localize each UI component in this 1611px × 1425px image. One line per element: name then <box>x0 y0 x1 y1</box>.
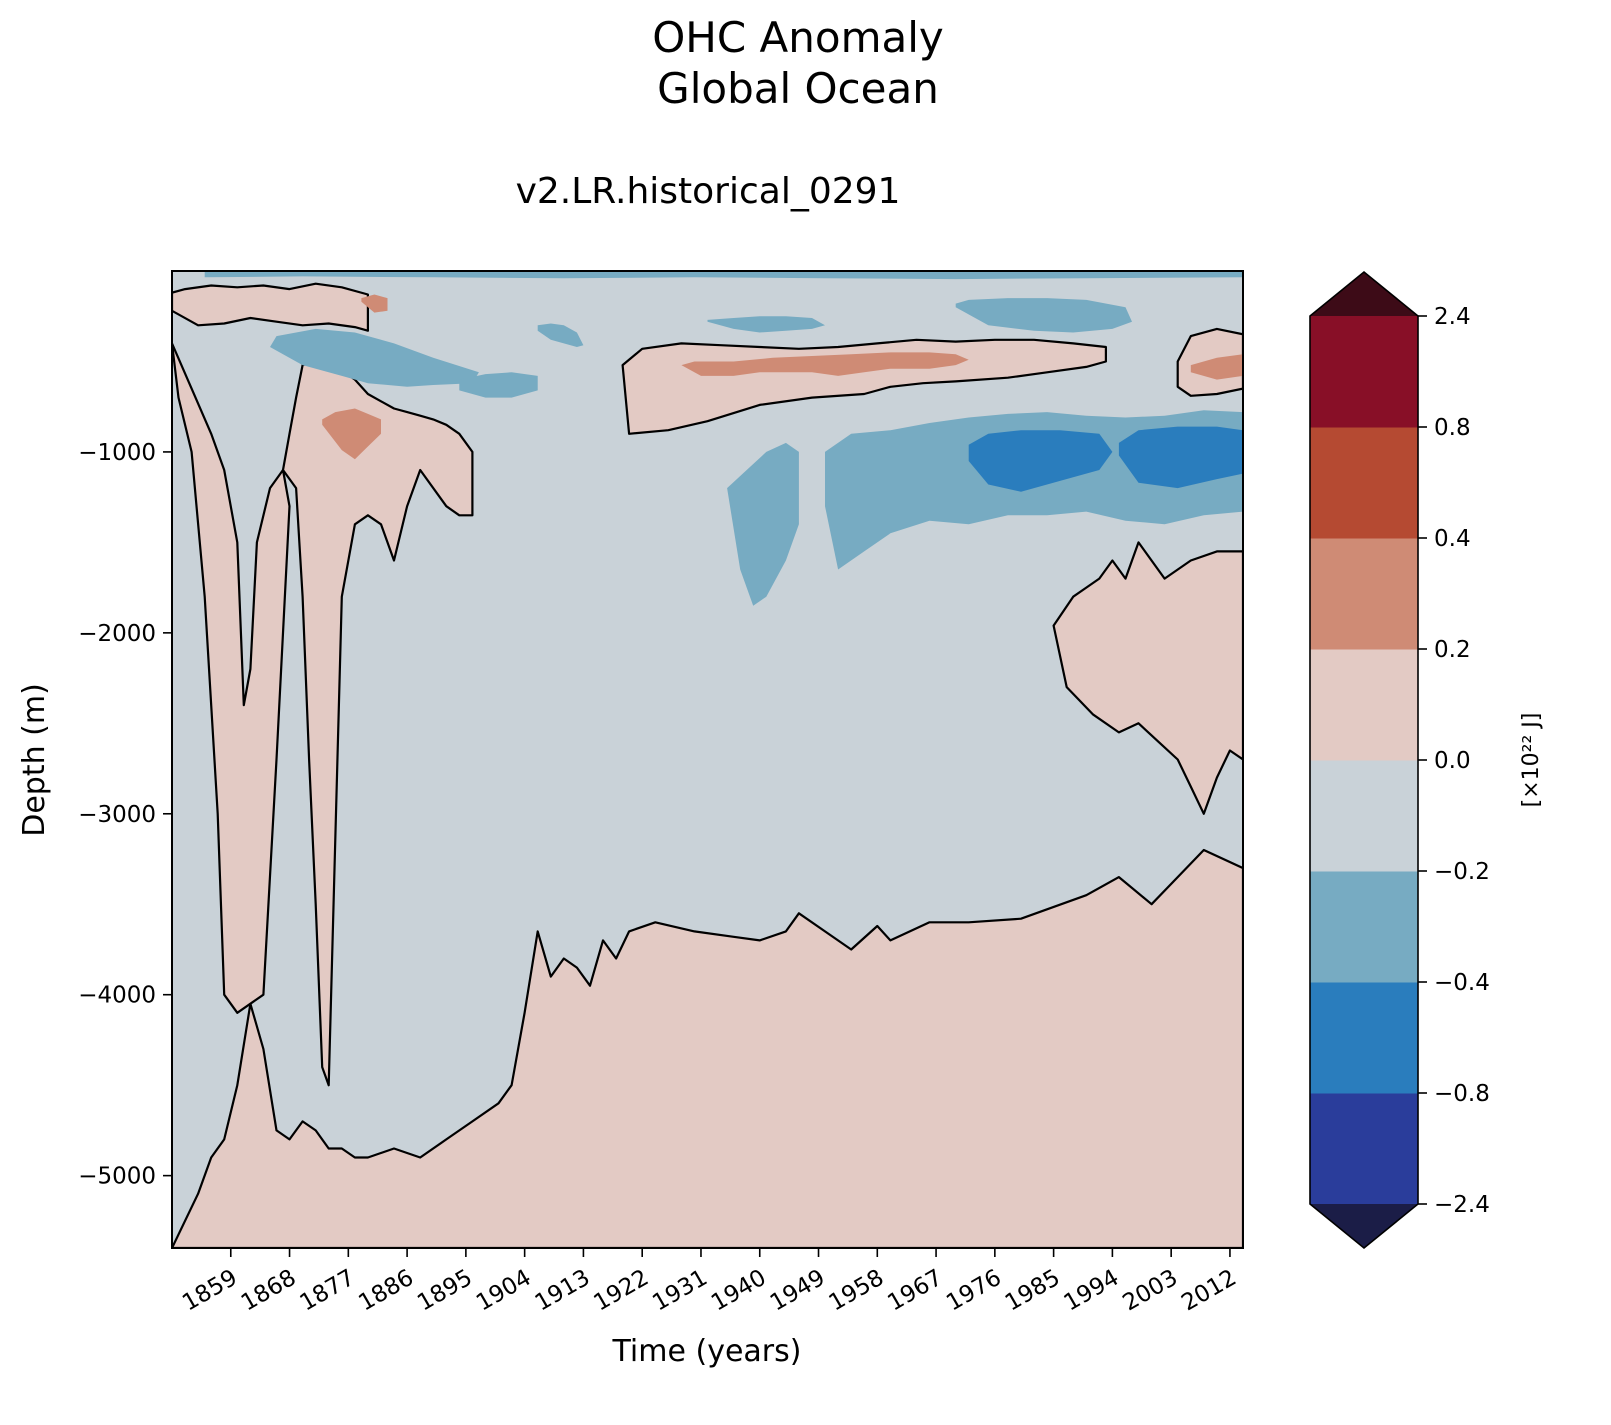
contour-region-warm-1925-1970-patches <box>681 352 969 376</box>
colorbar-tick-label: −0.2 <box>1434 859 1490 885</box>
plot-area <box>171 270 1244 1249</box>
colorbar-label: [×10²² J] <box>1519 713 1544 808</box>
colorbar-extend-under <box>1310 1204 1418 1248</box>
y-tick-label: −1000 <box>78 440 156 466</box>
colorbar-bin <box>1310 1093 1418 1205</box>
colorbar-bin <box>1310 982 1418 1094</box>
colorbar-tick-label: 0.4 <box>1434 526 1471 552</box>
contour-region-shallow-cool-1906-1913 <box>537 323 584 347</box>
contour-region-shallow-cool-1932-1950 <box>707 316 825 333</box>
contour-region-shallow-cool-1975-1997 <box>955 298 1132 333</box>
contour-region-column-warm-1 <box>172 342 291 1014</box>
y-tick-label: −4000 <box>78 983 156 1009</box>
contour-region-subsurface-strong-cool-2 <box>1118 426 1243 489</box>
colorbar-tick-label: 0.2 <box>1434 637 1471 663</box>
x-axis: 1859186818771886189519041913192219311940… <box>178 1248 1241 1316</box>
x-tick-label: 1895 <box>413 1265 477 1317</box>
chart-subtitle: v2.LR.historical_0291 <box>516 171 901 212</box>
colorbar-bin <box>1310 649 1418 761</box>
x-tick-label: 1931 <box>648 1265 712 1317</box>
colorbar-tick-label: 0.0 <box>1434 748 1471 774</box>
x-tick-label: 1967 <box>883 1265 947 1317</box>
chart-title-line2: Global Ocean <box>657 64 939 113</box>
colorbar-tick-label: 0.8 <box>1434 415 1471 441</box>
y-tick-label: −5000 <box>78 1164 156 1190</box>
x-tick-label: 1958 <box>825 1265 889 1317</box>
x-tick-label: 2003 <box>1118 1265 1182 1317</box>
contour-region-deep-warm-1979-2014 <box>1052 541 1243 815</box>
x-tick-label: 1985 <box>1001 1265 1065 1317</box>
x-tick-label: 1994 <box>1060 1265 1124 1317</box>
x-tick-label: 1904 <box>472 1265 536 1317</box>
colorbar-extend-over <box>1310 272 1418 316</box>
contour-region-warm-1880s-patch <box>322 408 381 460</box>
y-axis-label: Depth (m) <box>17 683 52 837</box>
colorbar: −2.4 −0.8 −0.4 −0.2 0.0 0.2 0.4 0.8 2.4 <box>1309 270 1490 1250</box>
contour-region-surface-mid-cool-1 <box>270 328 479 387</box>
x-axis-label: Time (years) <box>612 1334 802 1369</box>
contour-region-surface-mid-cool-2 <box>459 372 538 398</box>
chart-title-line1: OHC Anomaly <box>652 13 944 62</box>
x-tick-label: 1940 <box>707 1265 771 1317</box>
y-tick-label: −2000 <box>78 621 156 647</box>
x-tick-label: 1913 <box>531 1265 595 1317</box>
colorbar-tick-label: −2.4 <box>1434 1192 1490 1218</box>
x-tick-label: 1949 <box>766 1265 830 1317</box>
contour-region-subsurface-cool-1941 <box>727 442 799 606</box>
colorbar-tick-label: 2.4 <box>1434 304 1471 330</box>
plot-frame <box>171 270 1244 1249</box>
x-tick-label: 1886 <box>354 1265 418 1317</box>
colorbar-tick-label: −0.8 <box>1434 1081 1490 1107</box>
x-tick-label: 1976 <box>942 1265 1006 1317</box>
y-tick-label: −3000 <box>78 802 156 828</box>
x-tick-label: 1868 <box>237 1265 301 1317</box>
x-tick-label: 1877 <box>296 1265 360 1317</box>
x-tick-label: 2012 <box>1177 1265 1241 1317</box>
contour-region-warm-1880-surface-patch <box>361 294 388 313</box>
contour-region-near-surface-warm-band <box>172 282 369 332</box>
x-tick-label: 1922 <box>589 1265 653 1317</box>
colorbar-bin <box>1310 538 1418 650</box>
x-tick-label: 1859 <box>178 1265 242 1317</box>
contour-region-subsurface-strong-cool-1 <box>968 430 1113 492</box>
contour-region-warm-2006-patch <box>1190 354 1243 380</box>
colorbar-bin <box>1310 760 1418 872</box>
y-axis: −1000 −2000 −3000 −4000 −5000 <box>78 440 172 1190</box>
colorbar-bin <box>1310 871 1418 983</box>
contour-field <box>172 271 1243 1248</box>
colorbar-bin <box>1310 427 1418 539</box>
colorbar-bin <box>1310 316 1418 428</box>
colorbar-tick-label: −0.4 <box>1434 970 1490 996</box>
contour-region-deep-warm <box>172 848 1243 1248</box>
contour-region-surface-cool-strip <box>204 271 1243 280</box>
